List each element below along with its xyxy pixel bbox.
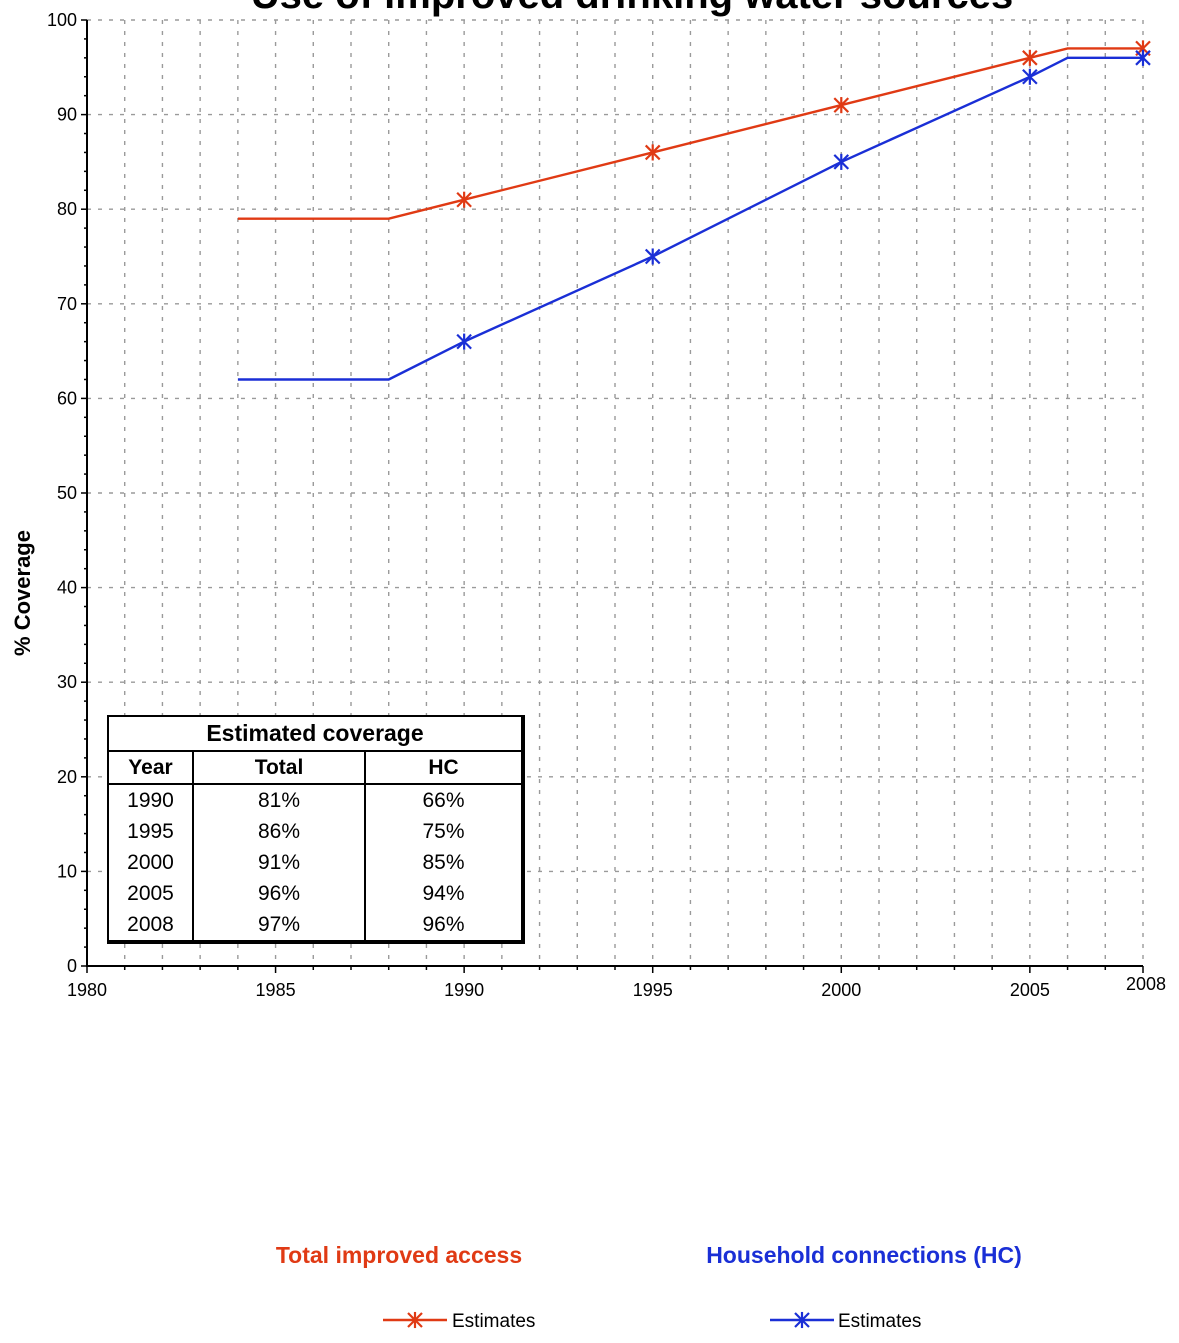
- data-point-hc: [833, 153, 850, 170]
- y-tick-label: 10: [57, 861, 77, 881]
- table-cell-hc: 75%: [422, 820, 465, 843]
- table-row: 2000 91% 85%: [109, 847, 521, 878]
- x-tick-label: 1995: [633, 980, 673, 1000]
- table-cell-hc: 96%: [422, 913, 465, 936]
- x-tick-label: 2000: [821, 980, 861, 1000]
- y-tick-label: 70: [57, 294, 77, 314]
- y-tick-label: 0: [67, 956, 77, 976]
- y-tick-label: 20: [57, 767, 77, 787]
- estimated-coverage-table: Estimated coverage Year Total HC 1990 81…: [107, 715, 525, 944]
- series-line-total: [237, 47, 1143, 220]
- table-cell-total: 96%: [193, 878, 366, 909]
- table-cell-hc: 85%: [422, 851, 465, 874]
- chart-title: Use of improved drinking water sources: [251, 0, 1013, 17]
- series-markers: [456, 40, 1151, 350]
- data-point-total: [644, 144, 661, 161]
- table-header-year: Year: [109, 751, 194, 785]
- y-tick-label: 40: [57, 578, 77, 598]
- table-cell-year: 1990: [109, 784, 194, 816]
- x-tick-label: 1985: [256, 980, 296, 1000]
- series-lines: [237, 47, 1143, 381]
- series-label-hc: Household connections (HC): [706, 1242, 1022, 1268]
- x-tick-label: 2008: [1126, 974, 1166, 994]
- table-caption: Estimated coverage: [109, 717, 521, 752]
- legend-swatch-total: [383, 1311, 447, 1329]
- data-point-hc: [1022, 68, 1038, 85]
- y-tick-label: 80: [57, 199, 77, 219]
- table-header-total: Total: [193, 751, 366, 785]
- data-point-total: [1022, 49, 1038, 66]
- x-tick-label: 1990: [444, 980, 484, 1000]
- table-cell-total: 97%: [193, 909, 366, 940]
- table-cell-year: 2005: [109, 878, 194, 909]
- table-cell-total: 81%: [193, 784, 366, 816]
- data-point-total: [456, 191, 472, 208]
- table-row: 1995 86% 75%: [109, 816, 521, 847]
- table-cell-hc: 94%: [422, 882, 465, 905]
- series-label-total: Total improved access: [276, 1242, 522, 1268]
- table-cell-year: 1995: [109, 816, 194, 847]
- legend-marker: [794, 1311, 810, 1329]
- table-cell-hc: 66%: [422, 789, 465, 812]
- data-point-total: [833, 97, 850, 114]
- y-tick-label: 50: [57, 483, 77, 503]
- table-cell-total: 86%: [193, 816, 366, 847]
- table-header-hc: HC: [365, 751, 521, 785]
- data-point-hc: [644, 248, 661, 265]
- x-tick-label: 1980: [67, 980, 107, 1000]
- grid-lines: [87, 19, 1144, 966]
- y-tick-label: 90: [57, 105, 77, 125]
- legend-entry-total: Estimates: [452, 1311, 535, 1332]
- legend-swatch-hc: [770, 1311, 834, 1329]
- table-row: 2008 97% 96%: [109, 909, 521, 940]
- table-cell-total: 91%: [193, 847, 366, 878]
- table-cell-year: 2008: [109, 909, 194, 940]
- legend-entry-hc: Estimates: [838, 1311, 921, 1332]
- y-tick-label: 60: [57, 388, 77, 408]
- y-tick-label: 30: [57, 672, 77, 692]
- x-tick-label: 2005: [1010, 980, 1050, 1000]
- y-tick-label: 100: [47, 10, 77, 30]
- y-axis-label: % Coverage: [10, 530, 35, 656]
- table-cell-year: 2000: [109, 847, 194, 878]
- table-row: 1990 81% 66%: [109, 784, 521, 816]
- legend-marker: [407, 1311, 423, 1329]
- data-point-hc: [456, 333, 472, 350]
- table-row: 2005 96% 94%: [109, 878, 521, 909]
- series-line-hc: [237, 56, 1143, 381]
- legend: Estimates Estimates: [383, 1311, 921, 1332]
- data-point-hc: [1135, 49, 1151, 66]
